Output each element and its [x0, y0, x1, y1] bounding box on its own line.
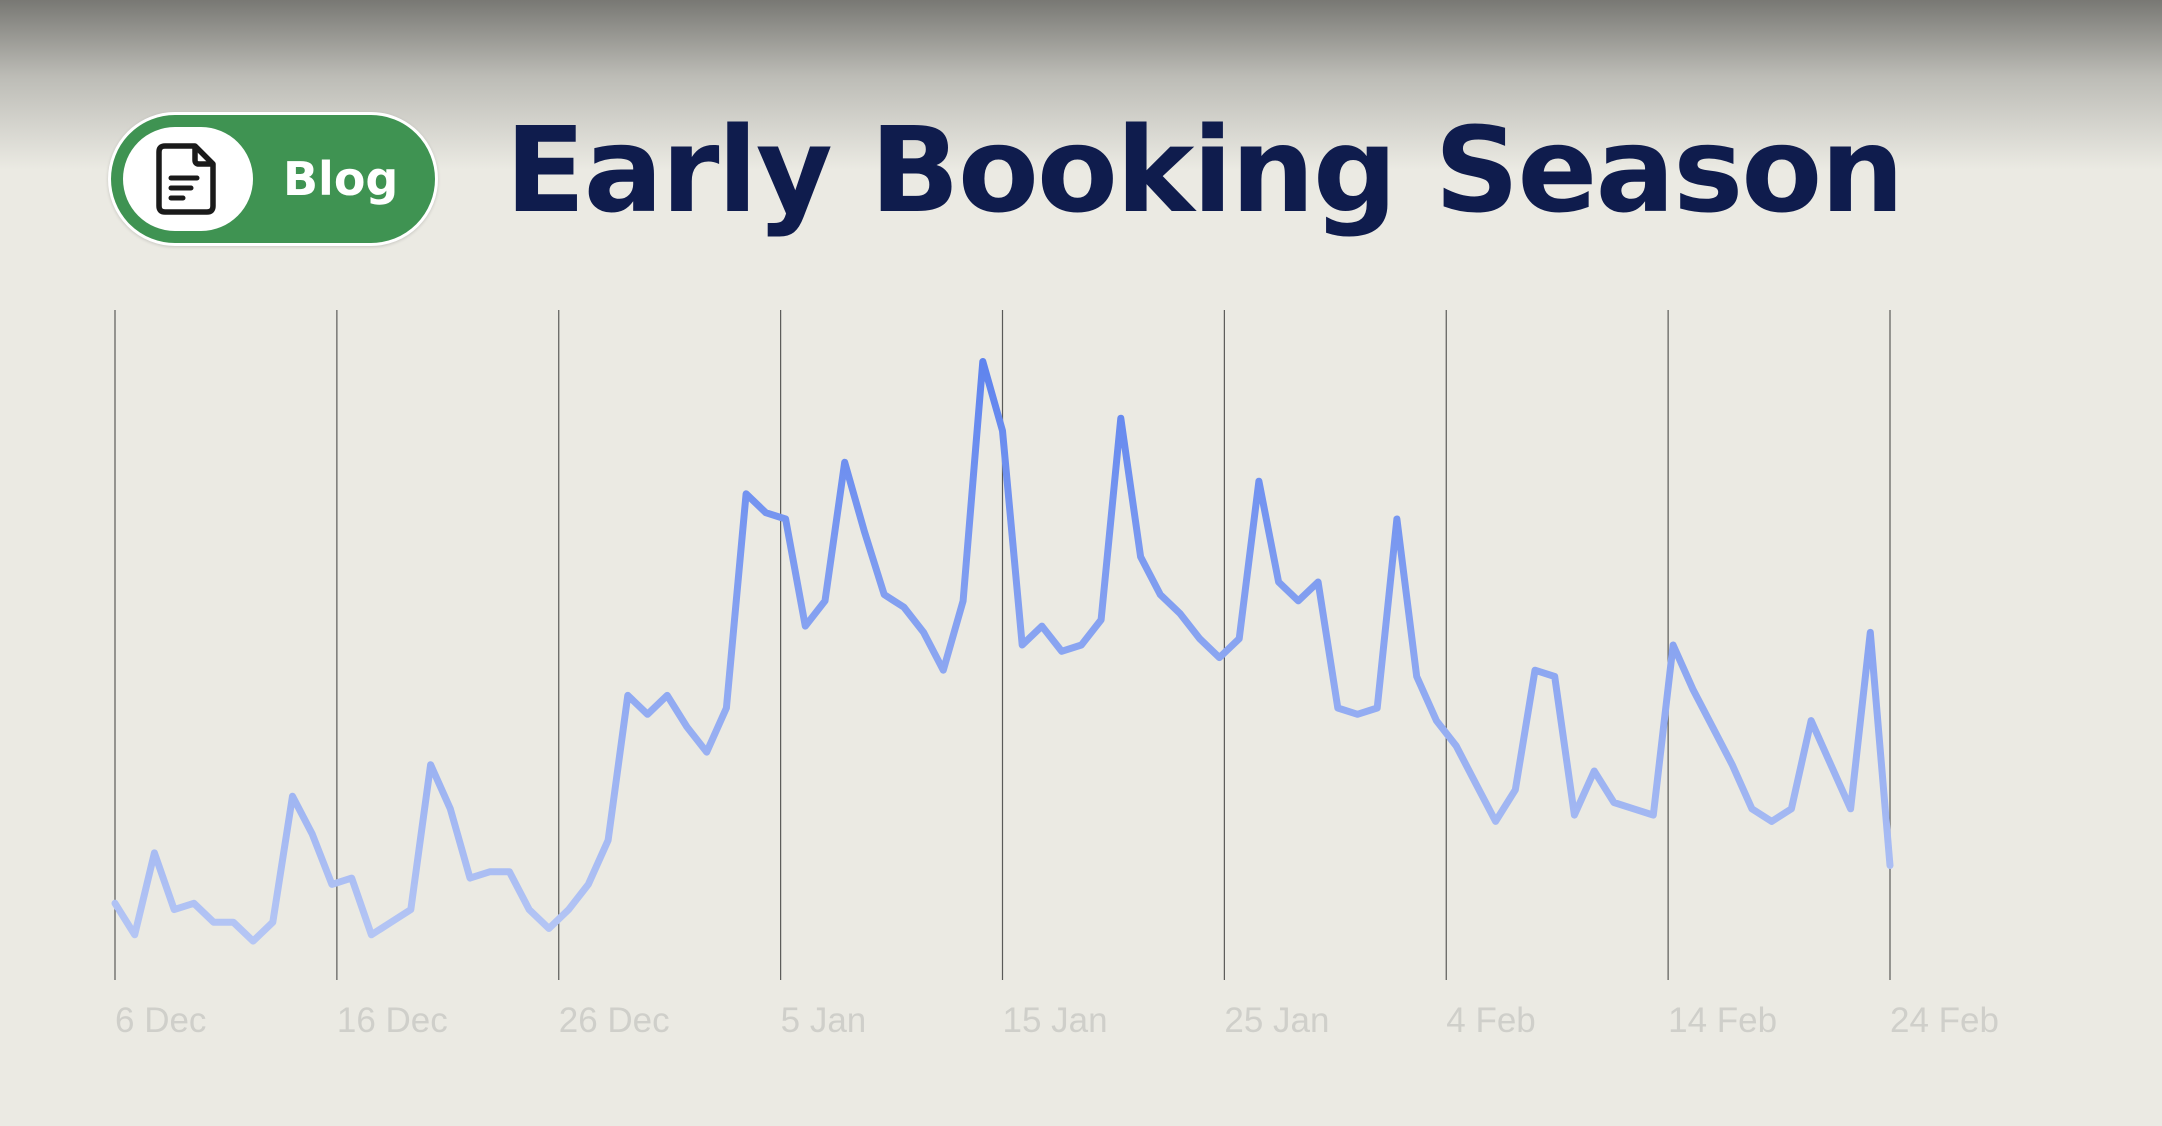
x-tick-label: 4 Feb — [1446, 1001, 1536, 1040]
document-icon — [156, 143, 216, 215]
blog-badge-label: Blog — [283, 152, 399, 206]
blog-badge[interactable]: Blog — [108, 112, 438, 246]
x-tick-labels: 6 Dec 16 Dec 26 Dec 5 Jan 15 Jan 25 Jan 4 Feb 1… — [115, 1001, 1999, 1040]
x-tick-label: 14 Feb — [1668, 1001, 1777, 1040]
page-title: Early Booking Season — [505, 101, 1904, 239]
series-line — [111, 358, 1894, 945]
x-tick-label: 16 Dec — [337, 1001, 448, 1040]
x-tick-label: 25 Jan — [1224, 1001, 1329, 1040]
blog-icon-circle — [123, 127, 253, 231]
x-tick-label: 24 Feb — [1890, 1001, 1999, 1040]
x-tick-label: 15 Jan — [1003, 1001, 1108, 1040]
x-tick-label: 6 Dec — [115, 1001, 206, 1040]
gridlines — [114, 310, 1891, 980]
x-tick-label: 5 Jan — [781, 1001, 867, 1040]
series-layer — [111, 358, 1894, 945]
x-tick-label: 26 Dec — [559, 1001, 670, 1040]
